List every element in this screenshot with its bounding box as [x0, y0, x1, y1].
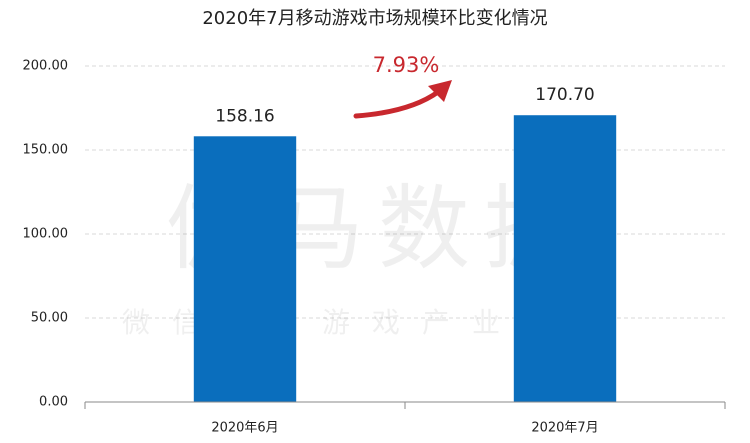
- data-label: 170.70: [535, 85, 594, 105]
- data-label: 158.16: [215, 106, 274, 126]
- plot-back: 0.00 50.00 100.00 150.00 200.00: [23, 59, 725, 410]
- trend-arrow: [353, 89, 441, 119]
- chart-title: 2020年7月移动游戏市场规模环比变化情况: [202, 8, 547, 29]
- y-tick-label: 150.00: [23, 143, 69, 158]
- y-tick-label: 200.00: [23, 59, 69, 74]
- y-tick-label: 0.00: [39, 395, 68, 410]
- y-tick-label: 50.00: [31, 311, 68, 326]
- y-tick-label: 100.00: [23, 227, 69, 242]
- x-tick-label: 2020年7月: [531, 421, 598, 436]
- annotation: 7.93%: [373, 53, 440, 77]
- x-tick-label: 2020年6月: [211, 421, 278, 436]
- bar: [193, 136, 297, 402]
- arrow-head: [428, 80, 452, 102]
- bar: [513, 115, 617, 402]
